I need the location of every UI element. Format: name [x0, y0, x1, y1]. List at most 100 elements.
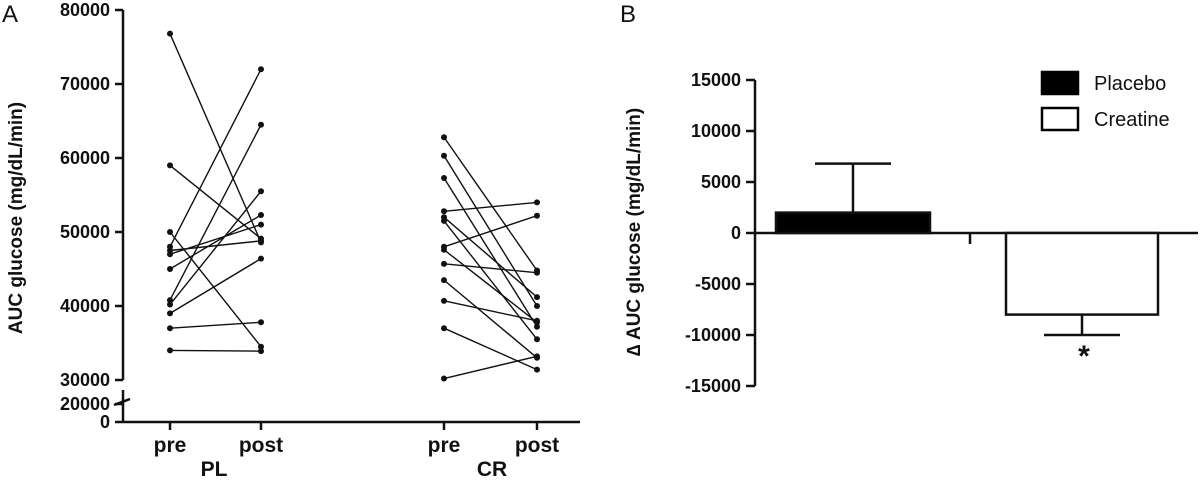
significance-marker: * — [1078, 340, 1090, 373]
data-point-post — [258, 348, 264, 355]
data-point-post — [534, 317, 540, 324]
data-point-post — [534, 269, 540, 276]
y-tick-label: 15000 — [691, 70, 741, 90]
data-point-post — [258, 188, 264, 195]
paired-line-pl — [169, 33, 262, 243]
paired-line-pl — [169, 164, 262, 240]
data-point-pre — [441, 174, 447, 181]
x-tick-label: post — [239, 434, 283, 457]
data-point-pre — [441, 260, 447, 267]
y-tick-label: 70000 — [60, 74, 110, 94]
y-tick-label: 40000 — [60, 296, 110, 316]
data-point-post — [534, 212, 540, 219]
paired-line-cr — [443, 136, 538, 271]
paired-line-cr — [443, 300, 538, 322]
data-point-post — [534, 366, 540, 373]
data-point-pre — [441, 217, 447, 224]
paired-line-cr — [443, 279, 538, 359]
data-point-post — [258, 255, 264, 262]
data-point-pre — [167, 251, 173, 258]
panel-b-label: B — [620, 1, 636, 28]
paired-line-pl — [169, 214, 262, 270]
data-point-post — [534, 294, 540, 301]
data-point-post — [534, 303, 540, 309]
legend-label-placebo: Placebo — [1094, 73, 1166, 95]
paired-line-cr — [443, 263, 538, 274]
paired-line-cr — [443, 220, 538, 340]
data-point-post — [258, 211, 264, 218]
y-tick-label: 10000 — [691, 121, 741, 141]
data-point-post — [534, 353, 540, 360]
data-point-post — [258, 66, 264, 73]
paired-line-pl — [169, 190, 262, 305]
data-point-pre — [441, 325, 447, 332]
y-tick-label: 5000 — [701, 172, 741, 192]
x-tick-label: pre — [428, 434, 461, 457]
data-point-post — [258, 121, 264, 128]
data-point-post — [534, 323, 540, 330]
paired-line-cr — [443, 216, 538, 298]
paired-line-cr — [443, 201, 538, 212]
data-point-pre — [441, 152, 447, 159]
data-point-post — [534, 336, 540, 343]
panel-a-x-ticks — [168, 422, 539, 430]
y-tick-label: 50000 — [60, 222, 110, 242]
paired-line-pl — [169, 321, 262, 329]
data-point-pre — [441, 208, 447, 215]
paired-line-cr — [443, 355, 538, 380]
paired-line-cr — [443, 327, 538, 371]
data-point-pre — [167, 162, 173, 169]
panel-a-label: A — [2, 1, 18, 28]
paired-line-pl — [169, 231, 262, 348]
paired-line-pl — [169, 258, 262, 314]
data-point-pre — [167, 347, 173, 354]
panel-a-broken-axis-ticks: 20000 0 — [60, 394, 123, 432]
legend-swatch-placebo — [1040, 70, 1080, 96]
bar-creatine — [1004, 231, 1160, 316]
data-point-pre — [441, 277, 447, 284]
data-point-pre — [167, 325, 173, 332]
data-point-post — [258, 343, 264, 350]
group-label-pl: PL — [201, 458, 228, 480]
data-point-pre — [167, 310, 173, 317]
data-point-pre — [167, 30, 173, 37]
data-point-post — [258, 237, 264, 244]
legend: Placebo Creatine — [1040, 70, 1170, 132]
paired-line-pl — [169, 349, 262, 352]
y-tick-label: -15000 — [685, 376, 741, 396]
y-tick-label: 30000 — [60, 370, 110, 390]
panel-b-y-axis-label: ∆ AUC glucose (mg/dL/min) — [624, 108, 645, 356]
data-point-post — [258, 221, 264, 228]
data-point-pre — [167, 266, 173, 272]
data-point-pre — [167, 301, 173, 308]
group-label-cr: CR — [477, 458, 507, 480]
data-point-pre — [441, 246, 447, 253]
paired-line-pl — [169, 223, 262, 255]
data-point-pre — [441, 297, 447, 304]
x-tick-label: post — [515, 434, 559, 457]
paired-line-pl — [169, 124, 262, 301]
y-tick-label: -5000 — [695, 274, 741, 294]
paired-line-cr — [443, 249, 538, 323]
y-tick-label: 0 — [731, 223, 741, 243]
data-point-pre — [441, 375, 447, 382]
paired-line-cr — [443, 215, 538, 248]
legend-swatch-creatine — [1040, 106, 1080, 132]
x-tick-label: pre — [154, 434, 187, 457]
y-tick-label: 60000 — [60, 148, 110, 168]
y-tick-label: 0 — [100, 412, 110, 432]
panel-a-y-axis — [113, 10, 131, 422]
data-point-pre — [441, 134, 447, 141]
legend-label-creatine: Creatine — [1094, 109, 1170, 131]
data-point-pre — [167, 229, 173, 235]
data-point-post — [534, 199, 540, 206]
data-point-post — [258, 319, 264, 326]
paired-line-pl — [169, 68, 262, 248]
bar-placebo — [774, 211, 932, 235]
y-tick-label: 20000 — [60, 394, 110, 414]
y-tick-label: 80000 — [60, 0, 110, 20]
panel-a-y-axis-label: AUC glucose (mg/dL/min) — [6, 102, 27, 334]
y-tick-label: -10000 — [685, 325, 741, 345]
paired-line-cr — [443, 177, 538, 328]
